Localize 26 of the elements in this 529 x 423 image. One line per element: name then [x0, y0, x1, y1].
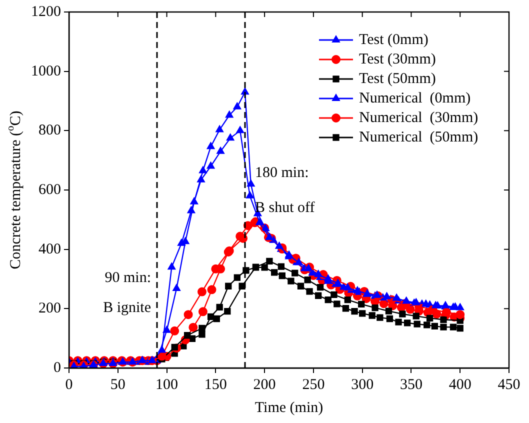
y-tick-label: 1000: [31, 63, 61, 80]
legend-label: Numerical (0mm): [359, 90, 471, 106]
legend-label: Numerical (50mm): [359, 129, 478, 146]
y-tick-label: 1200: [31, 4, 61, 20]
y-tick-label: 800: [38, 122, 61, 139]
y-tick-label: 200: [38, 300, 61, 317]
x-tick-label: 450: [498, 376, 520, 393]
legend-label: Test (0mm): [359, 32, 428, 48]
x-tick-label: 200: [253, 376, 276, 393]
y-tick-label: 400: [38, 241, 61, 258]
y-tick-label: 0: [54, 360, 61, 376]
x-tick-label: 350: [400, 376, 422, 393]
x-tick-label: 250: [302, 376, 325, 393]
legend-label: Numerical (30mm): [359, 110, 478, 126]
x-axis-title: Time (min): [254, 400, 324, 416]
x-tick-label: 400: [448, 376, 472, 393]
y-axis-title: Concrete temperature (oC): [6, 110, 24, 270]
legend-label: Test (30mm): [359, 51, 436, 68]
x-tick-label: 0: [65, 376, 73, 393]
ref-line-label: 90 min: B ignite: [103, 270, 152, 316]
legend-label: Test (50mm): [359, 70, 436, 87]
x-tick-label: 100: [156, 376, 178, 393]
y-tick-label: 600: [38, 182, 61, 198]
x-tick-label: 300: [351, 376, 374, 393]
x-tick-label: 150: [204, 376, 227, 393]
x-tick-label: 50: [110, 376, 126, 393]
